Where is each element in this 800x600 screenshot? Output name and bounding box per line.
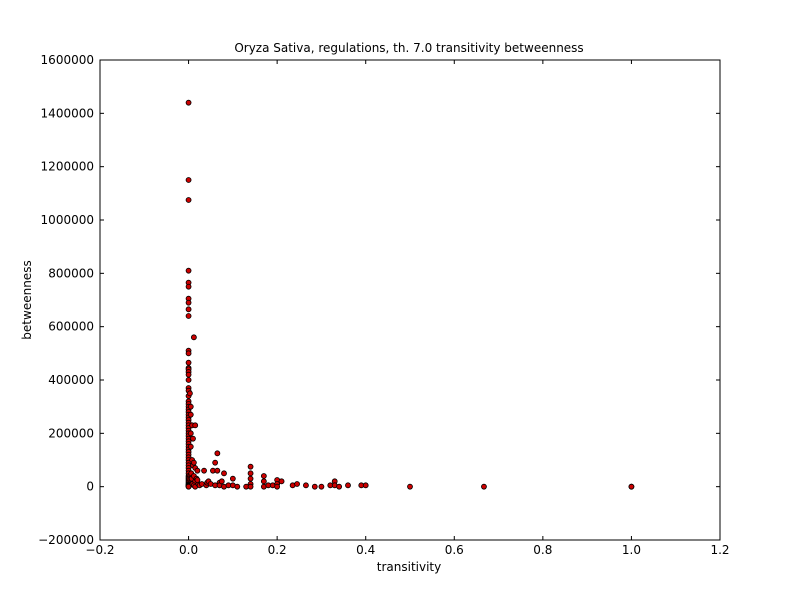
data-point (185, 359, 192, 366)
y-tick-label: 1200000 (41, 160, 94, 174)
data-point (311, 483, 318, 490)
data-point (212, 459, 219, 466)
data-point (187, 411, 194, 418)
points-layer (185, 99, 635, 490)
data-point (187, 443, 194, 450)
data-point (185, 313, 192, 319)
y-tick-label: 800000 (48, 266, 94, 280)
x-tick-label: 0.6 (445, 543, 464, 557)
data-point (185, 371, 192, 378)
data-point (185, 99, 192, 106)
data-point (187, 430, 194, 437)
y-tick-label: 200000 (48, 426, 94, 440)
x-tick-label: 1.2 (710, 543, 729, 557)
y-tick-label: 0 (86, 480, 94, 494)
data-point (274, 483, 281, 490)
data-point (194, 467, 201, 474)
x-tick-label: −0.2 (85, 543, 114, 557)
data-point (221, 470, 227, 477)
data-point (185, 350, 192, 357)
data-point (192, 422, 199, 429)
y-axis-label: betweenness (20, 260, 34, 339)
data-point (481, 483, 487, 490)
data-point (247, 475, 254, 482)
data-point (260, 473, 267, 479)
data-point (345, 482, 351, 489)
data-point (247, 470, 254, 477)
data-point (190, 435, 196, 442)
data-point (194, 477, 201, 483)
y-tick-label: 1600000 (41, 53, 94, 67)
y-tick-label: 600000 (48, 320, 94, 334)
y-tick-label: 1000000 (41, 213, 94, 227)
data-point (185, 177, 192, 183)
data-point (362, 482, 369, 489)
data-point (185, 306, 192, 313)
data-point (185, 483, 192, 490)
x-axis-ticks: −0.2 0.0 0.2 0.4 0.6 0.8 1.0 1.2 (85, 60, 730, 557)
data-point (294, 481, 300, 487)
x-tick-label: 0.8 (533, 543, 552, 557)
data-point (186, 390, 193, 397)
chart-title: Oryza Sativa, regulations, th. 7.0 trans… (234, 41, 583, 55)
data-point (247, 463, 254, 470)
data-point (247, 483, 254, 490)
data-point (407, 483, 413, 490)
data-point (628, 483, 635, 490)
data-point (185, 377, 192, 383)
data-point (318, 483, 325, 490)
y-axis-ticks: −200000 0 200000 400000 600000 800000 1000000 1… (38, 53, 720, 547)
data-point (185, 197, 192, 203)
data-point (190, 334, 197, 341)
data-point (278, 478, 285, 485)
data-point (185, 299, 192, 306)
y-tick-label: 400000 (48, 373, 94, 387)
data-point (187, 403, 194, 410)
x-tick-label: 0.4 (356, 543, 375, 557)
data-point (260, 478, 267, 485)
data-point (201, 467, 207, 474)
x-axis-label: transitivity (377, 560, 441, 574)
y-tick-label: 1400000 (41, 106, 94, 120)
data-point (303, 482, 309, 489)
data-point (229, 475, 236, 482)
x-tick-label: 0.0 (179, 543, 198, 557)
x-tick-label: 1.0 (622, 543, 641, 557)
data-point (214, 467, 221, 474)
x-tick-label: 0.2 (268, 543, 287, 557)
data-point (185, 283, 192, 290)
data-point (218, 478, 225, 485)
data-point (234, 483, 241, 490)
data-point (336, 483, 343, 490)
data-point (190, 459, 197, 466)
y-tick-label: −200000 (38, 533, 94, 547)
plot-area-frame (99, 59, 721, 541)
data-point (185, 267, 192, 274)
data-point (214, 450, 221, 457)
